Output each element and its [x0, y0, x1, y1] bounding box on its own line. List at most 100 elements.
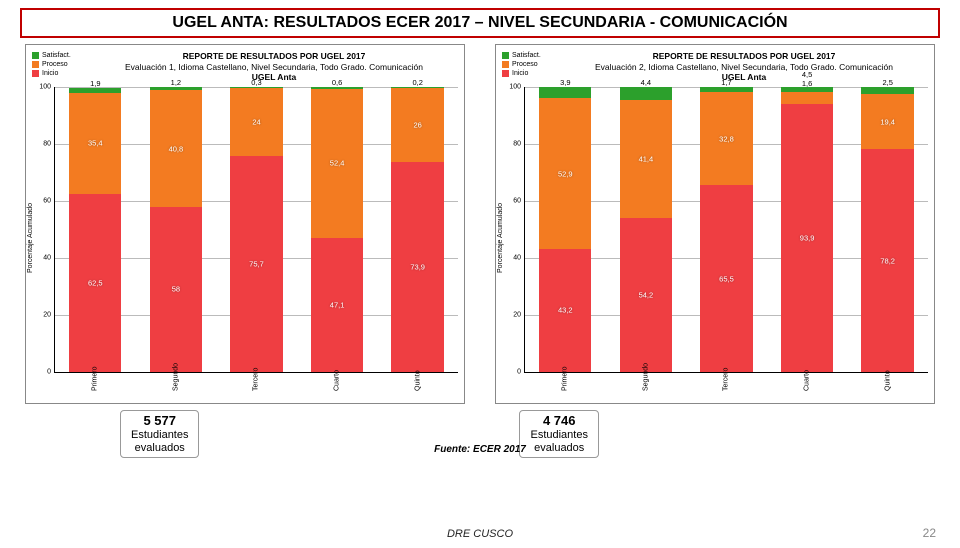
x-tick: Tercero	[723, 368, 730, 391]
bar-slot: 2673,90,2Quinto	[391, 87, 443, 372]
segment-inicio: 58	[150, 207, 202, 372]
bar-slot: 52,943,23,9Primero	[539, 87, 591, 372]
segment-value: 58	[172, 285, 180, 294]
charts-row: Satisfact.ProcesoInicioREPORTE DE RESULT…	[0, 44, 960, 404]
segment-value: 26	[414, 120, 422, 129]
segment-value: 19,4	[880, 117, 895, 126]
satisfact-swatch-icon	[32, 52, 39, 59]
bar-slot: 35,462,51,9Primero	[69, 87, 121, 372]
legend-item-proceso: Proceso	[502, 60, 560, 69]
segment-value: 93,9	[800, 234, 815, 243]
x-tick: Cuarto	[334, 370, 341, 391]
callout-left-l2: evaluados	[135, 442, 185, 454]
segment-proceso: 40,8	[150, 90, 202, 206]
y-tick: 80	[31, 141, 51, 148]
segment-inicio: 47,1	[311, 238, 363, 372]
bar-slot: 32,865,51,7Tercero	[700, 87, 752, 372]
segment-value: 32,8	[719, 134, 734, 143]
segment-proceso: 26	[391, 88, 443, 162]
y-tick: 20	[501, 312, 521, 319]
satisfact-swatch-icon	[502, 52, 509, 59]
legend-item-satisfact: Satisfact.	[32, 51, 90, 60]
segment-inicio: 73,9	[391, 162, 443, 372]
callout-left: 5 577 Estudiantes evaluados	[120, 410, 199, 458]
segment-value: 52,9	[558, 169, 573, 178]
bar-slot: 40,8581,2Segundo	[150, 87, 202, 372]
chart-legend: Satisfact.ProcesoInicio	[32, 51, 90, 78]
segment-proceso: 41,4	[620, 100, 672, 218]
bars-container: 52,943,23,9Primero41,454,24,4Segundo32,8…	[525, 87, 928, 372]
top-value: 1,9	[90, 79, 100, 88]
top-value: 4,4	[641, 78, 651, 87]
x-tick: Quinto	[414, 370, 421, 391]
callout-right-l1: Estudiantes	[530, 429, 587, 441]
proceso-swatch-icon	[502, 61, 509, 68]
segment-proceso: 52,4	[311, 89, 363, 238]
segment-proceso: 35,4	[69, 93, 121, 194]
top-value: 0,6	[332, 78, 342, 87]
legend-item-inicio: Inicio	[502, 69, 560, 78]
plot-area: 02040608010035,462,51,9Primero40,8581,2S…	[54, 87, 458, 373]
page-title: UGEL ANTA: RESULTADOS ECER 2017 – NIVEL …	[172, 14, 787, 31]
inicio-swatch-icon	[32, 70, 39, 77]
segment-value: 24	[252, 118, 260, 127]
y-tick: 40	[501, 255, 521, 262]
top-value: 1,2	[171, 78, 181, 87]
segment-sat	[620, 87, 672, 100]
chart-title-block: REPORTE DE RESULTADOS POR UGEL 2017Evalu…	[90, 51, 458, 83]
callout-left-l1: Estudiantes	[131, 429, 188, 441]
plot-area: 02040608010052,943,23,9Primero41,454,24,…	[524, 87, 928, 373]
chart-left: Satisfact.ProcesoInicioREPORTE DE RESULT…	[25, 44, 465, 404]
legend-label: Satisfact.	[42, 51, 71, 60]
bars-container: 35,462,51,9Primero40,8581,2Segundo2475,7…	[55, 87, 458, 372]
callout-right-l2: evaluados	[534, 442, 584, 454]
page-title-bar: UGEL ANTA: RESULTADOS ECER 2017 – NIVEL …	[20, 8, 940, 38]
top-value: 3,9	[560, 78, 570, 87]
bar-slot: 41,454,24,4Segundo	[620, 87, 672, 372]
chart-legend: Satisfact.ProcesoInicio	[502, 51, 560, 78]
segment-value: 65,5	[719, 274, 734, 283]
segment-inicio: 75,7	[230, 156, 282, 372]
segment-inicio: 65,5	[700, 185, 752, 372]
top-value: 0,2	[412, 78, 422, 87]
segment-proceso	[781, 92, 833, 105]
proceso-swatch-icon	[32, 61, 39, 68]
segment-value: 54,2	[639, 290, 654, 299]
segment-inicio: 54,2	[620, 218, 672, 372]
segment-sat	[861, 87, 913, 94]
x-tick: Primero	[562, 366, 569, 391]
bar-slot: 52,447,10,6Cuarto	[311, 87, 363, 372]
legend-item-satisfact: Satisfact.	[502, 51, 560, 60]
y-tick: 40	[31, 255, 51, 262]
y-tick: 80	[501, 141, 521, 148]
bar-slot: 2475,70,3Tercero	[230, 87, 282, 372]
y-tick: 60	[501, 198, 521, 205]
footer-org: DRE CUSCO	[447, 528, 513, 540]
bar-slot: 93,94,51,6Cuarto	[781, 87, 833, 372]
segment-inicio: 62,5	[69, 194, 121, 372]
top-value: 1,7	[721, 78, 731, 87]
top-value: 0,3	[251, 78, 261, 87]
chart-right: Satisfact.ProcesoInicioREPORTE DE RESULT…	[495, 44, 935, 404]
legend-label: Proceso	[42, 60, 68, 69]
segment-proceso: 19,4	[861, 94, 913, 149]
segment-inicio: 43,2	[539, 249, 591, 372]
segment-value: 41,4	[639, 154, 654, 163]
segment-proceso: 32,8	[700, 92, 752, 185]
segment-inicio: 93,9	[781, 104, 833, 372]
segment-sat	[539, 87, 591, 98]
x-tick: Cuarto	[804, 370, 811, 391]
legend-label: Inicio	[512, 69, 528, 78]
segment-inicio: 78,2	[861, 149, 913, 372]
top-value: 1,6	[802, 79, 812, 88]
legend-item-inicio: Inicio	[32, 69, 90, 78]
x-tick: Quinto	[884, 370, 891, 391]
legend-label: Satisfact.	[512, 51, 541, 60]
bar-slot: 19,478,22,5Quinto	[861, 87, 913, 372]
segment-value: 75,7	[249, 260, 264, 269]
y-tick: 60	[31, 198, 51, 205]
segment-value: 35,4	[88, 139, 103, 148]
segment-proceso: 52,9	[539, 98, 591, 249]
callout-right-num: 4 746	[530, 413, 587, 429]
top-value: 4,5	[802, 70, 812, 79]
